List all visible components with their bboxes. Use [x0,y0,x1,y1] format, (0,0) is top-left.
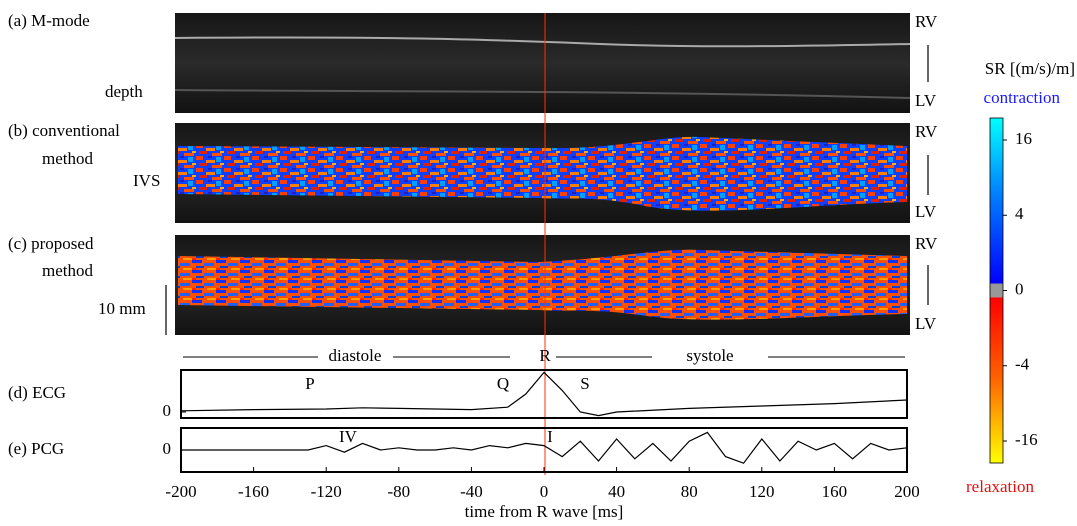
x-tick-label: -160 [238,482,269,501]
colorbar-tick-label: -16 [1015,430,1038,449]
panel-label: (c) proposed [8,234,94,253]
lv-label: LV [915,202,937,221]
ivs-label: IVS [133,171,160,190]
panel-label: (e) PCG [8,439,64,458]
x-tick-label: -120 [311,482,342,501]
x-axis-title: time from R wave [ms] [465,502,624,521]
x-tick-label: -40 [460,482,483,501]
x-tick-label: -80 [387,482,410,501]
x-tick-label: 160 [822,482,848,501]
annotation: IV [339,427,358,446]
colorbar-top-label: contraction [984,88,1061,107]
x-tick-label: 120 [749,482,775,501]
depth-label: depth [105,82,143,101]
phase-label: systole [686,346,733,365]
conventional-image [175,123,910,223]
plot-frame [180,369,908,419]
x-tick-label: 0 [540,482,549,501]
panel-label: (a) M-mode [8,11,90,30]
annotation: P [305,374,314,393]
rv-label: RV [915,122,938,141]
colorbar-bottom-label: relaxation [966,477,1034,496]
x-tick-label: 80 [681,482,698,501]
proposed-image [175,235,910,335]
colorbar-tick-label: 0 [1015,279,1024,298]
colorbar-title: SR [(m/s)/m] [985,59,1075,78]
colorbar [989,117,1004,464]
x-tick-label: 40 [608,482,625,501]
annotation: S [580,374,589,393]
trace [180,371,908,417]
y-tick-label: 0 [163,439,172,458]
x-tick-label: 200 [894,482,920,501]
colorbar-tick-label: -4 [1015,355,1030,374]
phase-label: diastole [329,346,382,365]
panel-label: (d) ECG [8,383,66,402]
annotation: Q [497,374,509,393]
rv-label: RV [915,234,938,253]
colorbar-tick-label: 4 [1015,204,1024,223]
rv-lv-arrows [165,45,929,335]
lv-label: LV [915,91,937,110]
panel-label: method [42,149,93,168]
lv-label: LV [915,314,937,333]
scale-label: 10 mm [98,299,146,318]
panel-label: method [42,261,93,280]
colorbar-tick-label: 16 [1015,129,1032,148]
annotation: I [547,427,553,446]
m-mode-image [174,13,911,113]
phase-label: R [539,346,551,365]
trace [181,431,908,464]
y-tick-label: 0 [163,401,172,420]
rv-label: RV [915,12,938,31]
x-tick-label: -200 [165,482,196,501]
panel-label: (b) conventional [8,121,120,140]
